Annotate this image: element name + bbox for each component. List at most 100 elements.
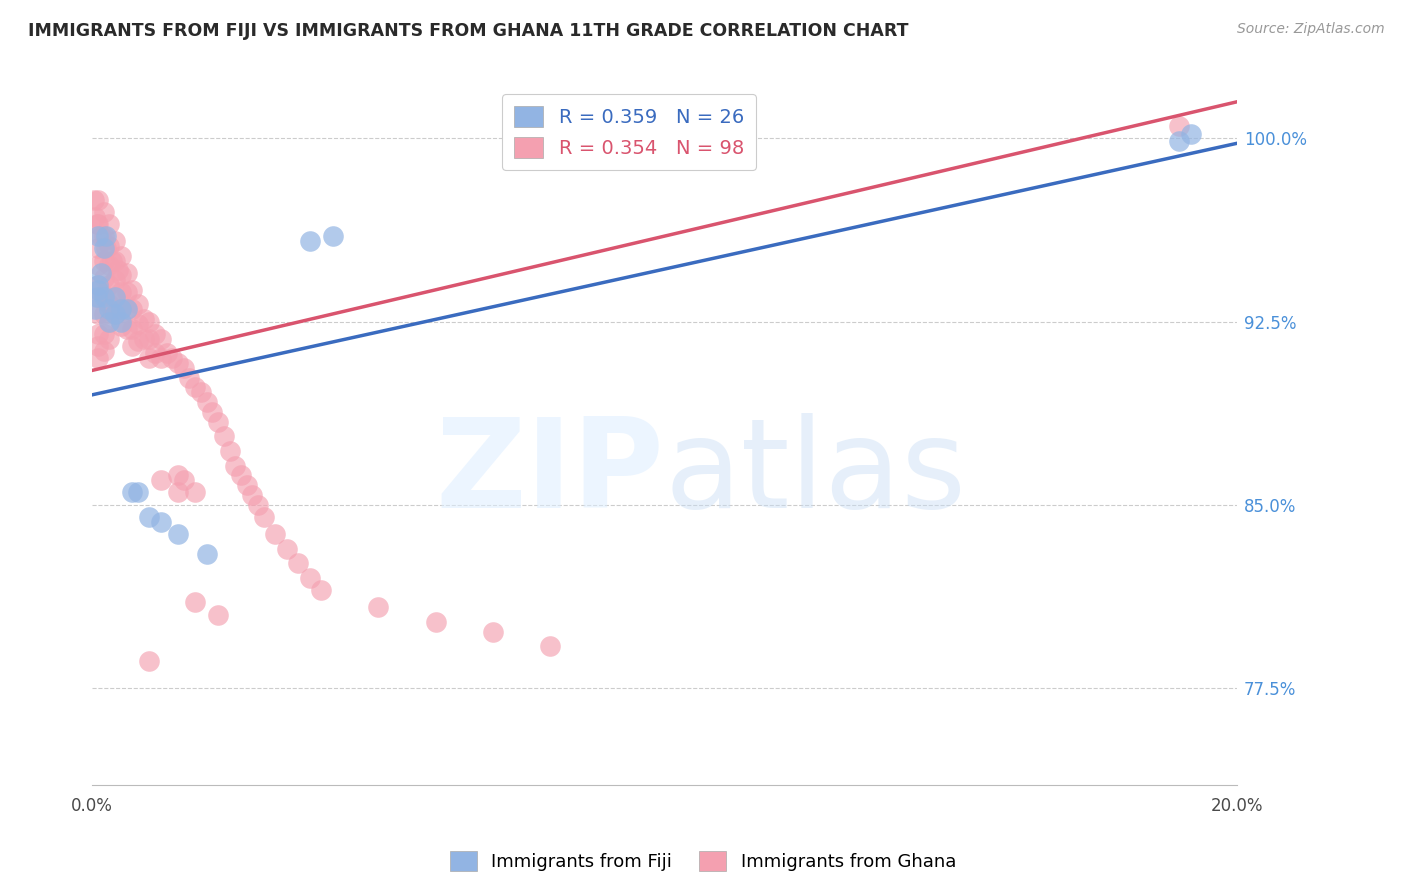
Point [127,485,149,500]
Point [425,615,447,629]
Point [121,302,143,317]
Point [184,485,207,500]
Point [1168,120,1191,134]
Point [98,302,121,317]
Point [247,498,270,512]
Point [96,229,118,244]
Point [235,478,257,492]
Point [104,290,127,304]
Point [264,527,287,541]
Point [87,283,110,297]
Point [143,346,166,360]
Point [229,468,252,483]
Point [87,217,110,231]
Point [93,290,115,304]
Point [90,266,112,280]
Point [98,217,121,231]
Point [96,241,118,255]
Point [538,640,561,654]
Point [83,193,105,207]
Point [149,473,172,487]
Point [195,395,218,409]
Point [167,356,190,370]
Point [138,351,160,366]
Text: Source: ZipAtlas.com: Source: ZipAtlas.com [1237,22,1385,37]
Point [87,193,110,207]
Point [93,343,115,358]
Point [93,287,115,301]
Point [173,473,195,487]
Point [87,277,110,292]
Point [190,385,212,400]
Point [101,253,124,268]
Point [143,326,166,341]
Point [93,253,115,268]
Point [98,332,121,346]
Point [127,297,149,311]
Point [149,332,172,346]
Point [104,253,127,268]
Point [184,595,207,609]
Point [104,307,127,321]
Point [149,351,172,366]
Point [132,312,155,326]
Point [110,319,132,334]
Point [98,259,121,273]
Point [115,322,138,336]
Point [115,266,138,280]
Point [207,607,229,622]
Legend: Immigrants from Fiji, Immigrants from Ghana: Immigrants from Fiji, Immigrants from Gh… [443,844,963,879]
Point [98,277,121,292]
Point [98,315,121,329]
Point [93,307,115,321]
Point [121,485,143,500]
Point [155,346,177,360]
Point [138,654,160,668]
Point [110,285,132,300]
Point [87,277,110,292]
Point [138,315,160,329]
Point [110,249,132,263]
Point [212,429,235,443]
Point [1180,127,1202,141]
Point [121,283,143,297]
Point [93,204,115,219]
Point [167,485,190,500]
Point [115,302,138,317]
Point [167,468,190,483]
Point [201,405,224,419]
Point [115,302,138,317]
Point [1168,134,1191,148]
Point [224,458,246,473]
Point [162,351,184,366]
Point [87,290,110,304]
Point [104,234,127,248]
Point [287,556,309,570]
Point [138,332,160,346]
Point [179,370,201,384]
Point [132,332,155,346]
Point [121,322,143,336]
Point [98,297,121,311]
Point [138,509,160,524]
Point [84,210,107,224]
Point [322,229,344,244]
Point [104,273,127,287]
Point [309,583,332,598]
Point [115,285,138,300]
Point [87,241,110,255]
Point [90,229,112,244]
Point [481,624,503,639]
Legend: R = 0.359   N = 26, R = 0.354   N = 98: R = 0.359 N = 26, R = 0.354 N = 98 [502,95,756,169]
Point [253,509,276,524]
Point [93,270,115,285]
Text: ZIP: ZIP [436,413,665,534]
Point [98,239,121,253]
Text: IMMIGRANTS FROM FIJI VS IMMIGRANTS FROM GHANA 11TH GRADE CORRELATION CHART: IMMIGRANTS FROM FIJI VS IMMIGRANTS FROM … [28,22,908,40]
Point [87,259,110,273]
Point [298,234,321,248]
Point [276,541,298,556]
Point [87,229,110,244]
Point [298,571,321,585]
Point [107,263,129,277]
